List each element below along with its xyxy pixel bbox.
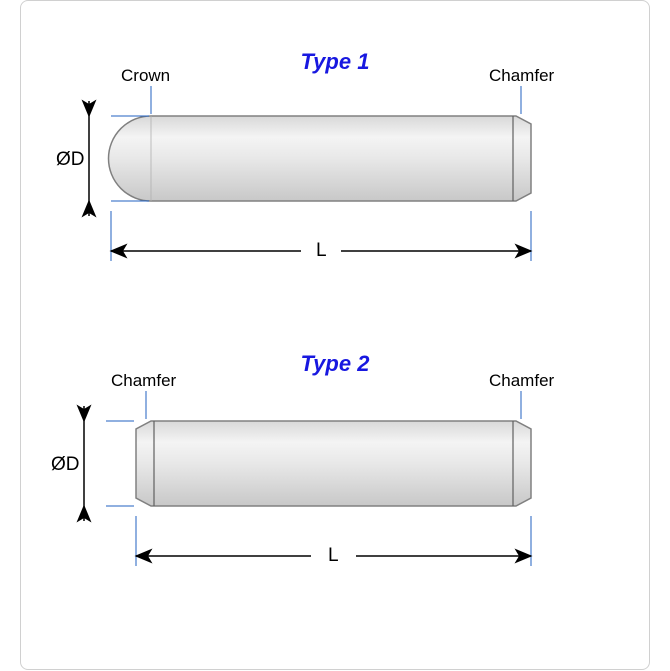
type2-chamfer-label-left: Chamfer (111, 371, 176, 391)
diagram-container: Type 1 Crown Chamfer ØD L Type 2 Chamfer… (20, 0, 650, 670)
type1-title: Type 1 (301, 49, 370, 75)
type2-diameter-label: ØD (51, 454, 80, 476)
type2-length-label: L (328, 545, 339, 567)
type1-length-label: L (316, 240, 327, 262)
diagram-svg (21, 1, 651, 671)
type1-crown-label: Crown (121, 66, 170, 86)
type2-pin-body (136, 421, 531, 506)
type1-pin-body (109, 116, 532, 201)
type1-diameter-label: ØD (56, 149, 85, 171)
type1-chamfer-label: Chamfer (489, 66, 554, 86)
type2-title: Type 2 (301, 351, 370, 377)
type2-chamfer-label-right: Chamfer (489, 371, 554, 391)
